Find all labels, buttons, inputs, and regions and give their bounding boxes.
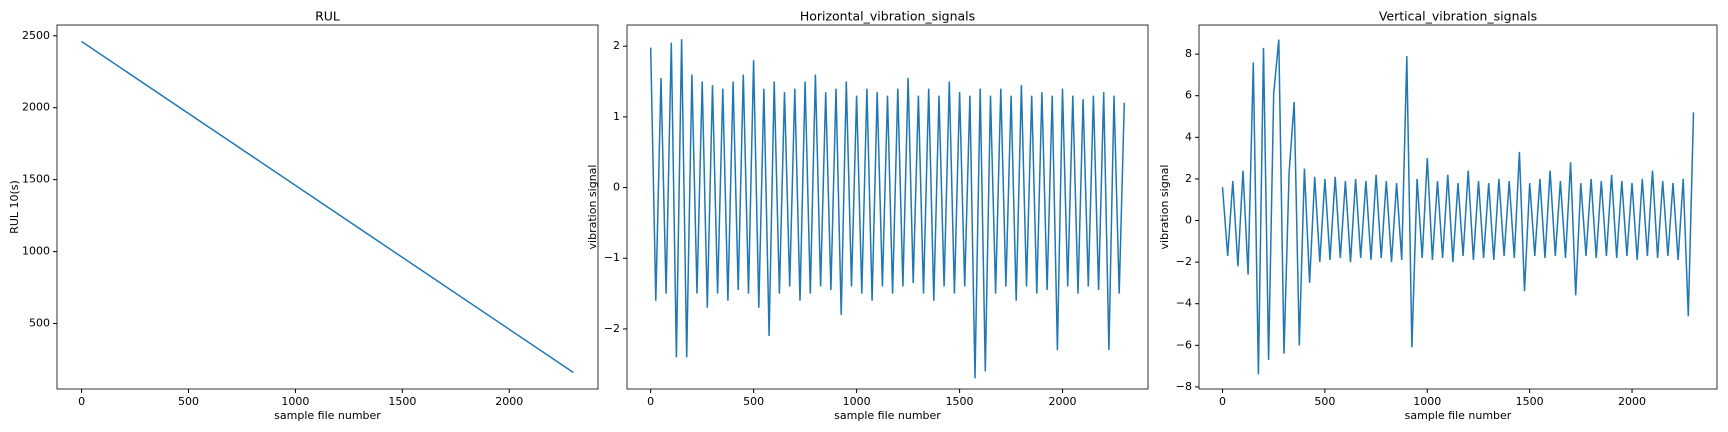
- y-tick-label: 2500: [22, 29, 50, 42]
- y-tick-label: 6: [1185, 89, 1192, 102]
- y-tick-label: 0: [1185, 214, 1192, 227]
- x-tick-label: 1000: [843, 395, 871, 408]
- x-tick-label: 1500: [946, 395, 974, 408]
- y-tick-label: 2: [613, 39, 620, 52]
- y-tick-label: 1000: [22, 245, 50, 258]
- y-tick-label: 8: [1185, 47, 1192, 60]
- x-tick-label: 2000: [1618, 395, 1646, 408]
- subplot-title: Vertical_vibration_signals: [1379, 9, 1537, 24]
- y-tick-label: 500: [29, 317, 50, 330]
- x-tick-label: 0: [78, 395, 85, 408]
- y-axis-label: vibration signal: [1158, 165, 1171, 250]
- line-series: [1221, 39, 1695, 375]
- x-tick-label: 500: [178, 395, 199, 408]
- y-tick-label: −4: [1176, 297, 1192, 310]
- x-tick-label: 500: [1314, 395, 1335, 408]
- x-tick-label: 0: [1219, 395, 1226, 408]
- y-tick-label: 4: [1185, 130, 1192, 143]
- line-series: [81, 40, 574, 374]
- y-tick-label: 2000: [22, 101, 50, 114]
- y-tick-label: −1: [604, 251, 620, 264]
- axes-frame: [1198, 24, 1718, 390]
- axes-frame: [626, 24, 1149, 390]
- x-tick-label: 2000: [495, 395, 523, 408]
- x-axis-label: sample file number: [834, 409, 941, 422]
- x-tick-label: 1000: [281, 395, 309, 408]
- y-tick-label: −2: [1176, 255, 1192, 268]
- plot-area: [81, 40, 574, 374]
- plot-area: [1221, 39, 1695, 375]
- x-axis-label: sample file number: [1405, 409, 1512, 422]
- subplot-title: Horizontal_vibration_signals: [800, 9, 975, 24]
- y-tick-label: −2: [604, 322, 620, 335]
- y-tick-label: 1500: [22, 173, 50, 186]
- x-tick-label: 2000: [1049, 395, 1077, 408]
- plot-area: [649, 39, 1126, 379]
- axes-frame: [56, 24, 599, 390]
- y-tick-label: 0: [613, 181, 620, 194]
- subplot-title: RUL: [315, 9, 340, 24]
- x-tick-label: 500: [743, 395, 764, 408]
- x-tick-label: 1000: [1413, 395, 1441, 408]
- y-tick-label: 2: [1185, 172, 1192, 185]
- line-series: [649, 39, 1126, 379]
- x-tick-label: 0: [647, 395, 654, 408]
- x-tick-label: 1500: [388, 395, 416, 408]
- y-tick-label: −8: [1176, 380, 1192, 393]
- y-tick-label: 1: [613, 110, 620, 123]
- y-axis-label: vibration signal: [586, 165, 599, 250]
- y-axis-label: RUL 10(s): [8, 180, 21, 234]
- x-tick-label: 1500: [1516, 395, 1544, 408]
- y-tick-label: −6: [1176, 338, 1192, 351]
- subplot: RUL sample file number RUL 10(s) 0 500 1000 15…: [8, 9, 599, 422]
- x-axis-label: sample file number: [274, 409, 381, 422]
